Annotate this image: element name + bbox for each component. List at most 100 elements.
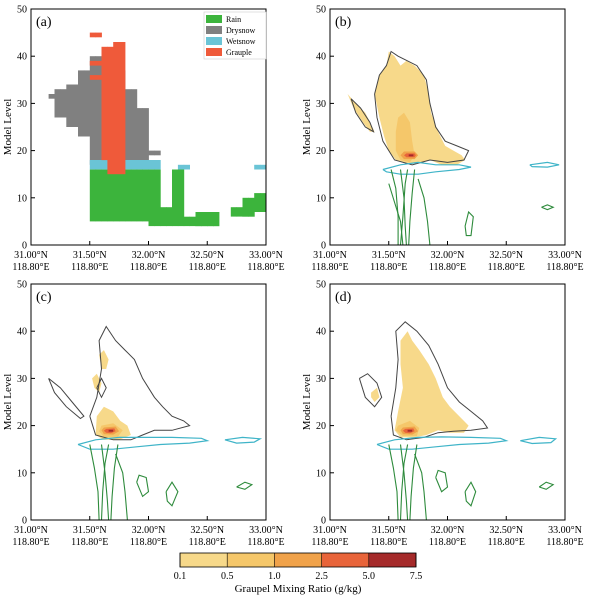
panel-label: (a): [36, 15, 52, 30]
y-tick-label: 20: [316, 421, 326, 432]
x-tick-label-lon: 118.80°E: [247, 262, 284, 273]
x-tick-label-lat: 32.00°N: [132, 250, 166, 261]
contour-rain: [417, 178, 431, 245]
y-tick-label: 0: [22, 241, 27, 252]
y-tick-label: 30: [17, 374, 27, 385]
cell-wetsnow: [95, 160, 102, 170]
y-tick-label: 40: [316, 327, 326, 338]
x-tick-label-lat: 31.50°N: [372, 525, 406, 536]
colorbar-label: 2.5: [315, 571, 328, 582]
x-tick-label-lat: 32.50°N: [489, 250, 523, 261]
x-tick-label-lon: 118.80°E: [12, 262, 49, 273]
cell-rain: [213, 212, 220, 227]
cell-rain: [195, 212, 202, 227]
cell-rain: [160, 207, 167, 227]
x-tick-label-lat: 32.00°N: [431, 525, 465, 536]
cell-wetsnow: [136, 160, 143, 170]
shaded-region: [92, 373, 102, 393]
cell-drysnow: [95, 56, 102, 165]
colorbar-label: 1.0: [268, 571, 281, 582]
colorbar-segment: [321, 553, 370, 567]
shaded-region: [374, 51, 466, 165]
legend-swatch: [206, 48, 222, 56]
cell-wetsnow: [177, 164, 185, 170]
shaded-region: [394, 331, 469, 438]
colorbar-segment: [180, 553, 228, 567]
contour-rain: [399, 169, 416, 245]
cell-rain: [172, 169, 179, 227]
cell-rain: [248, 197, 255, 217]
x-tick-label-lon: 118.80°E: [311, 262, 348, 273]
contour-rain: [541, 204, 555, 211]
y-tick-label: 30: [316, 374, 326, 385]
cell-rain: [183, 216, 190, 227]
cell-drysnow: [154, 150, 161, 156]
x-tick-label-lat: 31.00°N: [313, 525, 347, 536]
contour-rain: [464, 210, 474, 237]
x-tick-label-lon: 118.80°E: [488, 262, 525, 273]
cell-rain: [177, 169, 185, 227]
contour-rain: [464, 481, 477, 507]
contour-rain: [388, 183, 404, 245]
y-tick-label: 0: [321, 516, 326, 527]
x-tick-label-lon: 118.80°E: [12, 537, 49, 548]
cell-rain: [201, 212, 208, 227]
cell-rain: [119, 169, 126, 222]
legend-label: Wetsnow: [226, 37, 256, 46]
contour-rain: [115, 453, 128, 520]
cell-rain: [166, 207, 173, 227]
plot-area: [48, 325, 263, 520]
colorbar-label: 7.5: [410, 571, 423, 582]
colorbar-title: Graupel Mixing Ratio (g/kg): [235, 583, 362, 595]
x-tick-label-lon: 118.80°E: [311, 537, 348, 548]
legend-label: Drysnow: [226, 26, 256, 35]
colorbar: 0.1 0.5 1.0 2.5 5.0 7.5 Graupel Mixing Ratio (…: [174, 552, 423, 595]
contour-wetsnow: [376, 436, 509, 450]
contour-drysnow: [358, 373, 383, 408]
colorbar-segment: [227, 553, 275, 567]
x-tick-label-lon: 118.80°E: [546, 537, 583, 548]
y-tick-label: 50: [316, 280, 326, 291]
legend: Rain Drysnow Wetsnow Grauple: [203, 11, 267, 60]
contour-wetsnow: [224, 436, 263, 444]
cell-drysnow: [66, 84, 73, 127]
y-tick-label: 20: [17, 146, 27, 157]
cell-drysnow: [54, 89, 61, 118]
y-axis-title: Model Level: [301, 99, 313, 156]
x-tick-label-lat: 31.00°N: [14, 250, 48, 261]
legend-label: Grauple: [226, 48, 252, 57]
cell-wetsnow: [183, 164, 190, 170]
cell-wetsnow: [254, 164, 261, 170]
y-tick-label: 10: [316, 193, 326, 204]
contour-rain: [414, 453, 427, 520]
y-tick-label: 0: [22, 516, 27, 527]
cell-grauple: [119, 42, 126, 175]
y-tick-label: 10: [17, 193, 27, 204]
x-tick-label-lat: 32.00°N: [132, 525, 166, 536]
y-tick-label: 40: [17, 327, 27, 338]
panel-label: (c): [36, 290, 52, 305]
cell-rain: [260, 193, 266, 212]
colorbar-segment: [274, 553, 322, 567]
y-tick-label: 50: [316, 5, 326, 16]
cell-drysnow: [130, 89, 138, 160]
x-tick-label-lon: 118.80°E: [429, 537, 466, 548]
cell-rain: [236, 207, 243, 217]
cell-rain: [154, 169, 161, 227]
plot-area: [347, 50, 560, 245]
cell-rain: [230, 207, 238, 217]
contour-drysnow: [374, 50, 470, 166]
y-tick-label: 50: [17, 5, 27, 16]
shaded-region: [408, 154, 414, 157]
x-tick-label-lat: 31.50°N: [372, 250, 406, 261]
plot-area: [358, 321, 558, 520]
cell-drysnow: [89, 56, 97, 165]
cell-rain: [130, 169, 138, 222]
contour-rain: [236, 481, 254, 490]
x-tick-label-lon: 118.80°E: [429, 262, 466, 273]
x-tick-label-lon: 118.80°E: [370, 262, 407, 273]
x-tick-label-lon: 118.80°E: [189, 262, 226, 273]
cell-drysnow: [72, 84, 79, 127]
cell-grauple: [95, 60, 102, 66]
cell-drysnow: [142, 108, 149, 160]
